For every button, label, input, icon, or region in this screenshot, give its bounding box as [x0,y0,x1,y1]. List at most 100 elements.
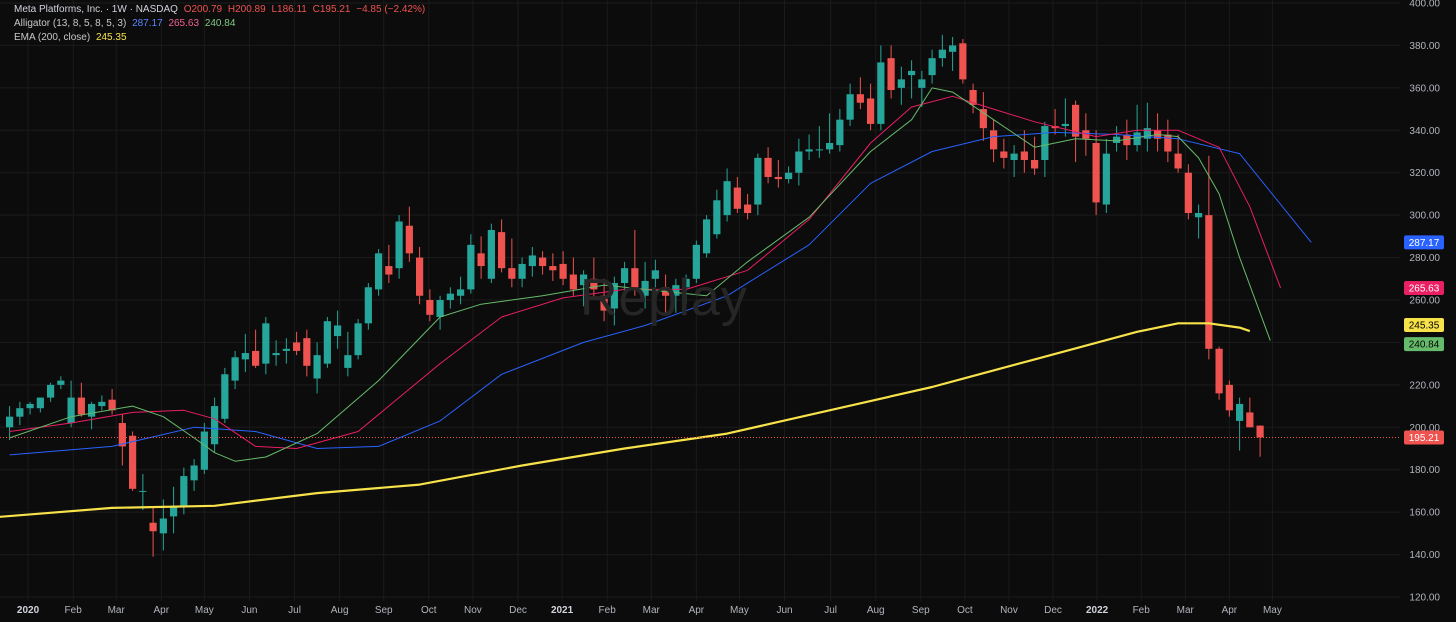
x-tick-label: Nov [464,605,482,616]
legend-symbol-row: Meta Platforms, Inc. · 1W · NASDAQ O200.… [14,3,428,17]
candle-body [569,274,577,290]
y-tick-label: 340.00 [1409,126,1440,137]
x-tick-label: Apr [689,605,705,616]
candle-body [959,43,967,80]
y-tick-label: 300.00 [1409,211,1440,222]
candle-body [313,355,321,379]
y-tick-label: 380.00 [1409,41,1440,52]
candle-body [867,98,875,124]
x-tick-label: Aug [867,605,885,616]
candle-body [118,423,126,447]
candle-body [211,406,219,445]
candle-body [47,384,55,398]
candle-body [1174,153,1182,169]
candle-body [764,157,772,177]
legend-alligator-row[interactable]: Alligator (13, 8, 5, 8, 5, 3) 287.17 265… [14,17,428,31]
candle-body [1143,128,1151,139]
candle-body [190,465,198,481]
indicator-layer [0,87,1400,518]
candle-body [1031,159,1039,169]
alligator-jaw-value: 287.17 [132,18,163,29]
price-label-text: 245.35 [1409,321,1440,332]
candle-body [559,263,567,279]
candle-body [446,293,454,300]
candle-body [1164,134,1172,152]
candle-body [36,397,44,409]
candle-body [16,408,24,417]
x-tick-label: Sep [912,605,930,616]
chart-legend: Meta Platforms, Inc. · 1W · NASDAQ O200.… [14,3,428,45]
candle-body [293,342,301,351]
candle-body [1072,104,1080,137]
candle-body [1000,151,1008,158]
x-tick-label: Apr [154,605,170,616]
candle-body [1184,172,1192,214]
x-tick-label: Feb [65,605,83,616]
candle-body [487,229,495,279]
candle-body [846,94,854,120]
candle-body [149,522,157,532]
candle-body [1133,132,1141,146]
candle-body [139,490,147,492]
candle-body [262,323,270,364]
candle-body [805,149,813,152]
candle-body [969,89,977,105]
y-tick-label: 400.00 [1409,0,1440,10]
alligator-teeth-line [9,95,1282,449]
x-tick-label: Nov [1000,605,1018,616]
candle-body [241,353,249,360]
candle-body [508,268,516,279]
candle-body [1215,348,1223,394]
candle-body [703,219,711,254]
candle-body [518,263,526,279]
x-tick-label: May [195,605,214,616]
y-tick-label: 120.00 [1409,593,1440,604]
low-value: L186.11 [271,4,307,15]
x-tick-label: Feb [599,605,617,616]
price-label-text: 287.17 [1409,238,1440,249]
y-tick-label: 180.00 [1409,465,1440,476]
candle-body [897,79,905,88]
candle-body [1246,412,1254,428]
candle-body [795,151,803,173]
candle-body [580,274,588,286]
candle-body [590,278,598,290]
candle-body [774,176,782,180]
candle-body [344,355,352,368]
candle-body [979,109,987,129]
candle-body [651,270,659,279]
candle-body [928,58,936,76]
symbol-title[interactable]: Meta Platforms, Inc. · 1W · NASDAQ [14,4,178,15]
x-tick-label: Jul [824,605,837,616]
x-tick-label: Aug [331,605,349,616]
candle-body [385,266,393,275]
price-label-layer: 287.17 265.63 245.35 240.84 195.21 [1404,235,1444,445]
x-tick-label: 2021 [551,605,574,616]
replay-watermark: Replay [580,269,748,327]
candle-body [918,79,926,88]
candle-body [723,181,731,216]
price-label-text: 265.63 [1409,284,1440,295]
candle-body [1225,384,1233,411]
candle-body [733,187,741,209]
ema-label: EMA (200, close) [14,32,91,43]
candle-body [426,300,434,315]
candle-body [836,119,844,146]
price-label-text: 195.21 [1409,433,1440,444]
alligator-lips-line [9,87,1271,462]
candle-body [334,325,342,337]
x-tick-label: May [1263,605,1282,616]
candle-body [1041,126,1049,160]
candle-body [692,244,700,279]
legend-ema-row[interactable]: EMA (200, close) 245.35 [14,31,428,45]
candle-body [436,300,444,317]
x-tick-label: Mar [1177,605,1195,616]
candle-body [170,505,178,517]
candle-body [610,283,618,309]
candle-body [1123,134,1131,146]
candle-body [785,172,793,180]
price-label-badge [1404,430,1444,445]
candle-body [713,200,721,235]
